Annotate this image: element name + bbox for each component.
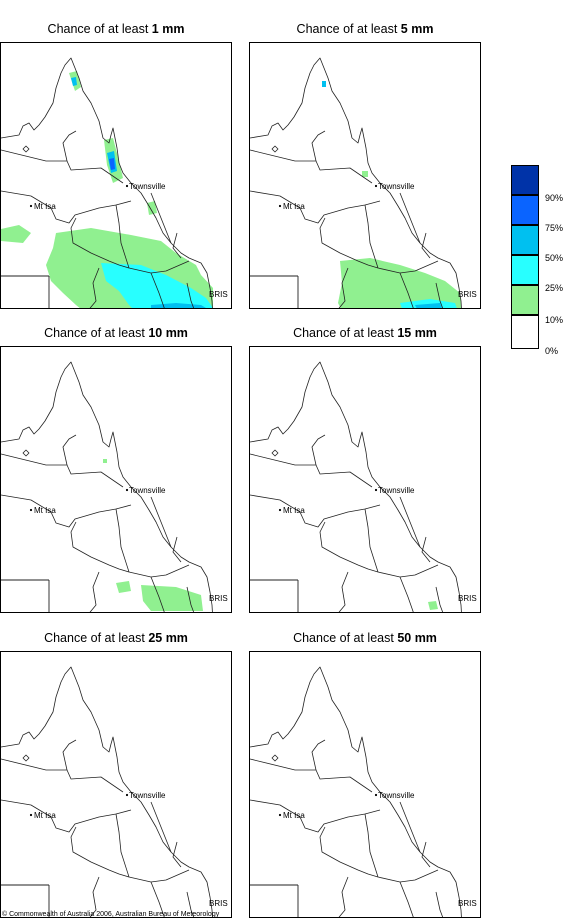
mt-isa-label: Mt Isa (283, 811, 305, 820)
legend-swatch-0 (511, 315, 539, 349)
panel-title: Chance of at least 15 mm (293, 326, 437, 340)
panel-title: Chance of at least 5 mm (296, 22, 434, 36)
legend-swatch-10 (511, 285, 539, 315)
legend-label-90: 90% (545, 193, 564, 203)
bris-label: BRIS (458, 290, 477, 299)
probability-map: Townsville Mt Isa BRIS (249, 346, 481, 613)
townsville-label: Townsville (129, 791, 166, 800)
legend-label-50: 50% (545, 253, 564, 263)
townsville-label: Townsville (378, 182, 415, 191)
panel-title: Chance of at least 1 mm (47, 22, 185, 36)
mt-isa-label: Mt Isa (283, 202, 305, 211)
legend-swatch-90 (511, 165, 539, 195)
legend-swatch-50 (511, 225, 539, 255)
legend-label-0: 0% (545, 346, 559, 356)
panel-title: Chance of at least 50 mm (293, 631, 437, 645)
bris-label: BRIS (458, 899, 477, 908)
probability-shading (103, 459, 203, 611)
probability-map: Townsville Mt Isa BRIS (0, 42, 232, 309)
probability-shading (1, 71, 213, 308)
map-svg: Townsville Mt Isa BRIS (250, 57, 477, 308)
townsville-label: Townsville (129, 182, 166, 191)
bris-label: BRIS (209, 290, 228, 299)
mt-isa-label: Mt Isa (34, 202, 56, 211)
map-svg: Townsville Mt Isa BRIS (1, 666, 228, 917)
map-svg: Townsville Mt Isa BRIS (1, 361, 228, 612)
probability-shading (322, 81, 462, 308)
bris-label: BRIS (209, 899, 228, 908)
legend-label-25: 25% (545, 283, 564, 293)
bris-label: BRIS (458, 594, 477, 603)
panel-title: Chance of at least 10 mm (44, 326, 188, 340)
townsville-label: Townsville (129, 486, 166, 495)
probability-map: Townsville Mt Isa BRIS (0, 346, 232, 613)
map-svg: Townsville Mt Isa BRIS (250, 361, 477, 612)
bris-label: BRIS (209, 594, 228, 603)
mt-isa-label: Mt Isa (34, 506, 56, 515)
legend-swatch-75 (511, 195, 539, 225)
map-svg: Townsville Mt Isa BRIS (1, 57, 228, 308)
legend-swatch-25 (511, 255, 539, 285)
legend-label-10: 10% (545, 315, 564, 325)
townsville-label: Townsville (378, 486, 415, 495)
map-svg: Townsville Mt Isa BRIS (250, 666, 477, 917)
mt-isa-label: Mt Isa (283, 506, 305, 515)
townsville-label: Townsville (378, 791, 415, 800)
mt-isa-label: Mt Isa (34, 811, 56, 820)
probability-map: Townsville Mt Isa BRIS (249, 651, 481, 918)
panel-title: Chance of at least 25 mm (44, 631, 188, 645)
probability-map: Townsville Mt Isa BRIS (0, 651, 232, 918)
probability-map: Townsville Mt Isa BRIS (249, 42, 481, 309)
copyright-footer: © Commonwealth of Australia 2006, Austra… (2, 911, 220, 918)
probability-shading (428, 601, 438, 610)
legend-label-75: 75% (545, 223, 564, 233)
